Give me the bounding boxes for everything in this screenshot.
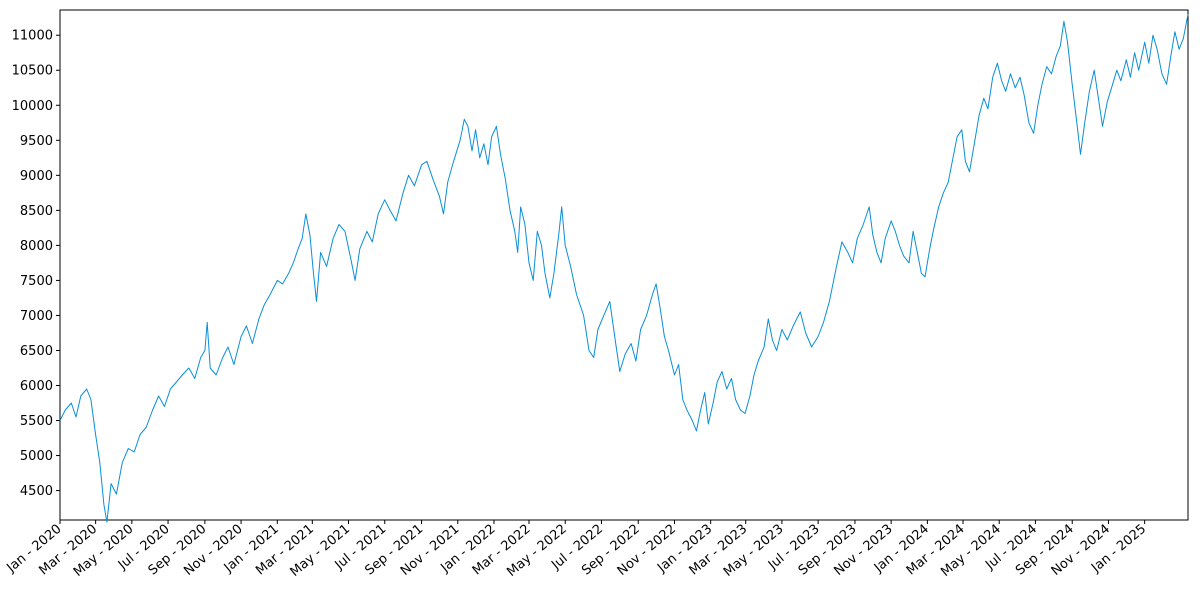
series-line-0 [59,14,1189,523]
y-tick-label: 6500 [20,344,53,359]
y-tick-label: 8500 [20,204,53,219]
y-tick-label: 8000 [20,239,53,254]
plot-area-frame [59,9,1189,521]
y-tick-label: 6000 [20,379,53,394]
y-tick-label: 11000 [12,29,53,44]
series-layer [59,14,1189,523]
y-tick-label: 5500 [20,414,53,429]
y-tick-label: 4500 [20,484,53,499]
y-tick-label: 7500 [20,274,53,289]
y-tick-label: 9000 [20,169,53,184]
y-tick-label: 5000 [20,449,53,464]
y-tick-label: 7000 [20,309,53,324]
y-axis: 4500 5000 5500 6000 6500 7000 7500 8000 8500 9000… [12,29,60,499]
y-tick-label: 10000 [12,99,53,114]
y-tick-label: 10500 [12,64,53,79]
y-tick-label: 9500 [20,134,53,149]
